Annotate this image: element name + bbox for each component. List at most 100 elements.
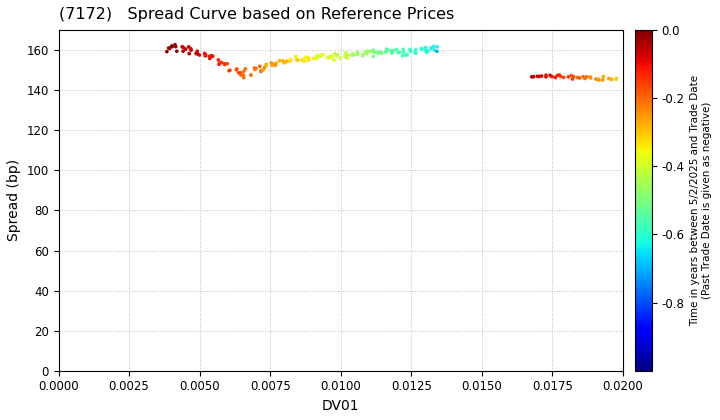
Point — [420, 44, 431, 51]
Point — [386, 50, 397, 57]
Point — [387, 47, 399, 54]
Point — [352, 51, 364, 58]
Point — [204, 53, 215, 60]
Point — [163, 45, 174, 51]
Point — [180, 46, 192, 52]
Point — [300, 54, 312, 61]
Point — [328, 57, 340, 63]
Point — [385, 47, 397, 54]
Point — [185, 45, 197, 52]
Point — [176, 43, 188, 50]
Point — [324, 54, 336, 61]
Point — [544, 72, 556, 79]
Point — [416, 46, 428, 52]
Point — [284, 58, 296, 65]
Point — [554, 72, 565, 79]
Point — [207, 53, 219, 60]
Point — [374, 48, 386, 55]
Point — [169, 41, 181, 48]
Point — [261, 62, 272, 69]
Point — [405, 46, 416, 52]
Point — [311, 54, 323, 61]
Point — [277, 58, 289, 64]
Point — [222, 60, 233, 67]
Point — [297, 56, 309, 63]
Point — [255, 68, 266, 75]
Point — [199, 50, 210, 57]
Point — [326, 53, 338, 60]
Point — [278, 59, 289, 66]
Point — [246, 72, 257, 79]
Point — [431, 48, 443, 55]
Point — [391, 46, 402, 53]
Point — [590, 76, 602, 82]
Point — [572, 74, 583, 81]
Point — [431, 43, 443, 50]
Point — [357, 51, 369, 58]
Point — [606, 76, 618, 83]
Point — [291, 56, 302, 63]
Point — [261, 61, 272, 68]
Point — [597, 76, 608, 83]
Point — [331, 51, 343, 58]
Point — [170, 43, 181, 50]
Point — [194, 52, 205, 58]
Point — [206, 53, 217, 60]
Point — [248, 65, 260, 71]
Point — [185, 47, 197, 53]
Point — [214, 60, 225, 66]
Point — [269, 61, 280, 68]
Point — [593, 76, 605, 83]
Point — [302, 57, 314, 63]
Point — [416, 45, 428, 52]
Point — [340, 53, 351, 60]
Point — [357, 52, 369, 59]
Point — [346, 52, 358, 58]
Point — [348, 52, 359, 58]
Point — [166, 42, 178, 49]
Point — [428, 43, 439, 50]
Point — [397, 52, 408, 59]
Point — [199, 51, 211, 58]
Point — [340, 49, 351, 56]
Point — [410, 50, 421, 56]
Point — [279, 59, 291, 66]
Point — [426, 45, 437, 51]
Point — [342, 52, 354, 59]
Point — [568, 74, 580, 80]
Point — [567, 76, 578, 82]
Point — [219, 61, 230, 68]
Point — [372, 49, 383, 56]
Point — [219, 60, 230, 67]
Point — [562, 74, 574, 80]
Point — [402, 51, 413, 58]
Point — [405, 47, 416, 54]
Point — [212, 57, 224, 63]
Point — [256, 67, 267, 74]
Point — [552, 72, 563, 79]
Point — [292, 57, 304, 63]
Point — [361, 47, 373, 54]
Point — [549, 74, 561, 81]
Point — [325, 52, 336, 59]
Point — [423, 47, 434, 54]
Point — [171, 48, 183, 55]
Point — [379, 49, 391, 55]
X-axis label: DV01: DV01 — [322, 399, 359, 413]
Point — [531, 73, 543, 80]
Point — [329, 50, 341, 57]
Point — [558, 74, 570, 81]
Point — [308, 55, 320, 62]
Point — [249, 66, 261, 73]
Point — [410, 50, 422, 57]
Point — [405, 48, 416, 55]
Point — [606, 76, 617, 83]
Point — [315, 52, 327, 58]
Point — [352, 49, 364, 56]
Point — [540, 74, 552, 80]
Point — [611, 75, 622, 82]
Point — [397, 49, 409, 56]
Point — [224, 67, 235, 74]
Point — [269, 62, 281, 69]
Point — [216, 59, 228, 66]
